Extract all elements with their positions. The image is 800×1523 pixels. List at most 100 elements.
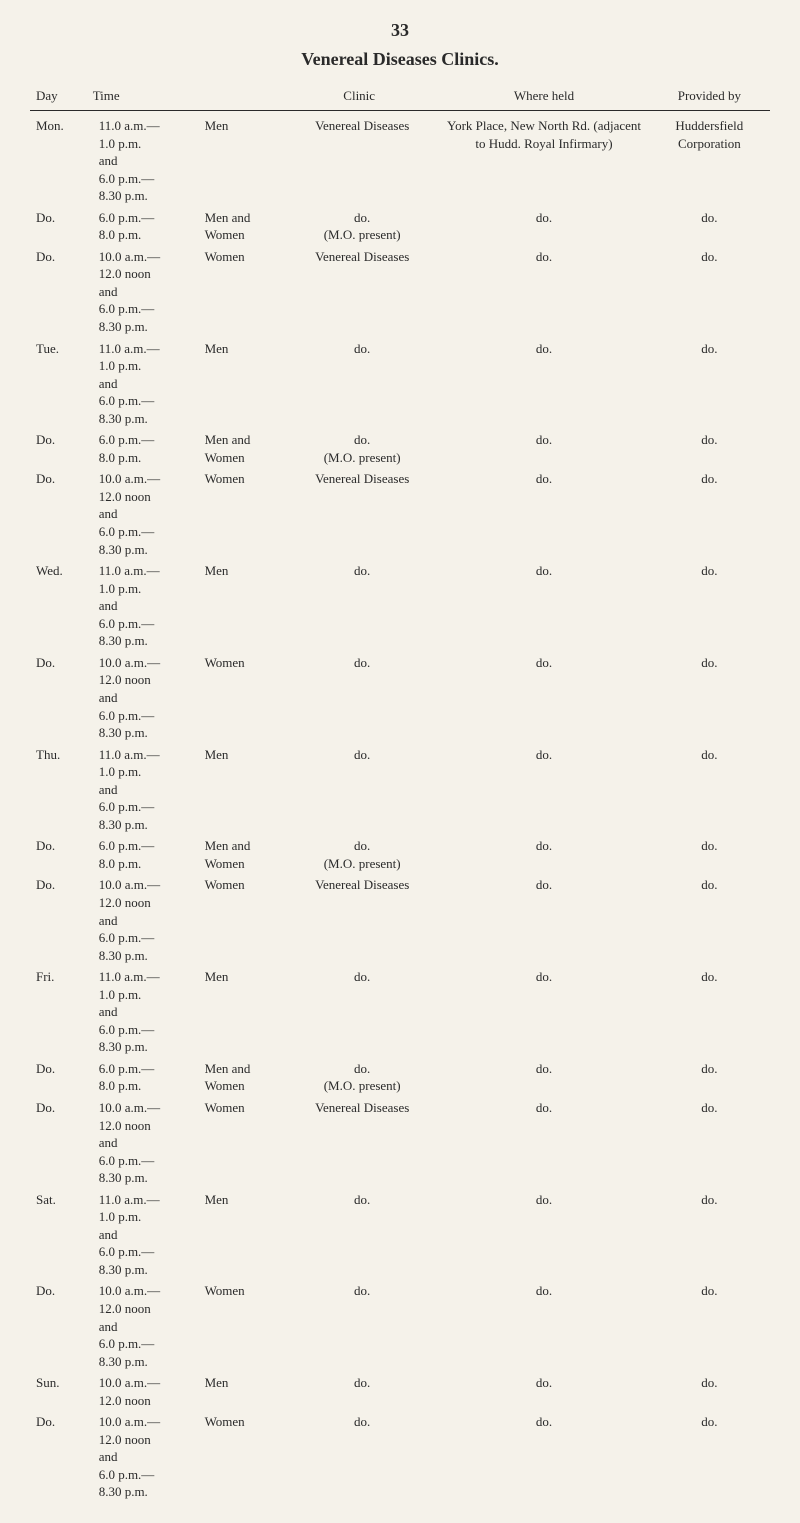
cell-time: 6.0 p.m.—8.0 p.m. [87,207,193,246]
cell-provided: do. [649,1058,770,1097]
cell-time: 11.0 a.m.—1.0 p.m.and6.0 p.m.—8.30 p.m. [87,338,193,430]
cell-where: do. [439,246,648,338]
cell-provided: do. [649,874,770,966]
cell-where: do. [439,429,648,468]
cell-time: 6.0 p.m.—8.0 p.m. [87,1058,193,1097]
cell-where: do. [439,1189,648,1281]
cell-time: 11.0 a.m.—1.0 p.m.and6.0 p.m.—8.30 p.m. [87,744,193,836]
cell-time: 10.0 a.m.—12.0 noonand6.0 p.m.—8.30 p.m. [87,652,193,744]
page-number: 33 [30,20,770,41]
table-row: Do. 10.0 a.m.—12.0 noonand6.0 p.m.—8.30 … [30,246,770,338]
cell-who: Women [193,246,279,338]
cell-clinic: Venereal Diseases [279,468,439,560]
cell-who: Women [193,874,279,966]
cell-who: Women [193,1097,279,1189]
cell-day: Do. [30,1411,87,1503]
cell-where: do. [439,1280,648,1372]
cell-who: Men andWomen [193,1058,279,1097]
cell-clinic: Venereal Diseases [279,111,439,207]
header-time: Time [87,84,193,111]
cell-time: 10.0 a.m.—12.0 noonand6.0 p.m.—8.30 p.m. [87,1280,193,1372]
cell-time: 10.0 a.m.—12.0 noonand6.0 p.m.—8.30 p.m. [87,1097,193,1189]
cell-provided: do. [649,560,770,652]
cell-clinic: do. [279,1280,439,1372]
cell-clinic: do. [279,744,439,836]
cell-clinic: do. [279,1189,439,1281]
cell-day: Thu. [30,744,87,836]
cell-who: Men [193,111,279,207]
header-day: Day [30,84,87,111]
cell-where: do. [439,338,648,430]
cell-where: do. [439,1372,648,1411]
table-header-row: Day Time Clinic Where held Provided by [30,84,770,111]
cell-who: Men [193,966,279,1058]
cell-who: Men [193,744,279,836]
cell-who: Women [193,468,279,560]
table-row: Do. 10.0 a.m.—12.0 noonand6.0 p.m.—8.30 … [30,1097,770,1189]
cell-time: 6.0 p.m.—8.0 p.m. [87,429,193,468]
cell-where: do. [439,1411,648,1503]
cell-clinic: Venereal Diseases [279,1097,439,1189]
cell-day: Do. [30,835,87,874]
cell-provided: do. [649,1189,770,1281]
cell-where: do. [439,874,648,966]
table-row: Do. 10.0 a.m.—12.0 noonand6.0 p.m.—8.30 … [30,1280,770,1372]
cell-provided: do. [649,246,770,338]
table-row: Sat. 11.0 a.m.—1.0 p.m.and6.0 p.m.—8.30 … [30,1189,770,1281]
cell-provided: do. [649,1097,770,1189]
cell-provided: do. [649,1372,770,1411]
cell-day: Do. [30,1058,87,1097]
cell-provided: Huddersfield Corporation [649,111,770,207]
table-row: Thu. 11.0 a.m.—1.0 p.m.and6.0 p.m.—8.30 … [30,744,770,836]
page-title: Venereal Diseases Clinics. [30,49,770,70]
cell-provided: do. [649,468,770,560]
cell-time: 6.0 p.m.—8.0 p.m. [87,835,193,874]
cell-where: do. [439,468,648,560]
cell-clinic: do.(M.O. present) [279,429,439,468]
header-clinic: Clinic [279,84,439,111]
cell-time: 10.0 a.m.—12.0 noonand6.0 p.m.—8.30 p.m. [87,246,193,338]
table-row: Fri. 11.0 a.m.—1.0 p.m.and6.0 p.m.—8.30 … [30,966,770,1058]
table-row: Do. 6.0 p.m.—8.0 p.m. Men andWomen do.(M… [30,1058,770,1097]
cell-day: Mon. [30,111,87,207]
cell-clinic: do. [279,1411,439,1503]
cell-clinic: do.(M.O. present) [279,207,439,246]
cell-who: Women [193,1280,279,1372]
cell-day: Do. [30,468,87,560]
cell-provided: do. [649,1280,770,1372]
table-row: Mon. 11.0 a.m.—1.0 p.m.and6.0 p.m.—8.30 … [30,111,770,207]
header-where: Where held [439,84,648,111]
cell-where: York Place, New North Rd. (adjacent to H… [439,111,648,207]
cell-time: 11.0 a.m.—1.0 p.m.and6.0 p.m.—8.30 p.m. [87,111,193,207]
cell-day: Wed. [30,560,87,652]
cell-time: 11.0 a.m.—1.0 p.m.and6.0 p.m.—8.30 p.m. [87,1189,193,1281]
cell-day: Tue. [30,338,87,430]
cell-day: Do. [30,1097,87,1189]
cell-clinic: Venereal Diseases [279,246,439,338]
cell-who: Men [193,1372,279,1411]
cell-who: Women [193,652,279,744]
cell-provided: do. [649,966,770,1058]
cell-who: Men andWomen [193,835,279,874]
cell-where: do. [439,1097,648,1189]
cell-who: Men andWomen [193,207,279,246]
cell-where: do. [439,966,648,1058]
cell-where: do. [439,652,648,744]
header-who-blank [193,84,279,111]
cell-day: Sun. [30,1372,87,1411]
cell-who: Men andWomen [193,429,279,468]
cell-who: Women [193,1411,279,1503]
cell-day: Do. [30,207,87,246]
cell-provided: do. [649,1411,770,1503]
cell-provided: do. [649,207,770,246]
table-row: Do. 10.0 a.m.—12.0 noonand6.0 p.m.—8.30 … [30,1411,770,1503]
cell-day: Sat. [30,1189,87,1281]
cell-day: Do. [30,429,87,468]
cell-who: Men [193,1189,279,1281]
cell-where: do. [439,1058,648,1097]
cell-where: do. [439,744,648,836]
cell-time: 10.0 a.m.—12.0 noon [87,1372,193,1411]
cell-who: Men [193,338,279,430]
cell-where: do. [439,835,648,874]
table-row: Do. 10.0 a.m.—12.0 noonand6.0 p.m.—8.30 … [30,874,770,966]
